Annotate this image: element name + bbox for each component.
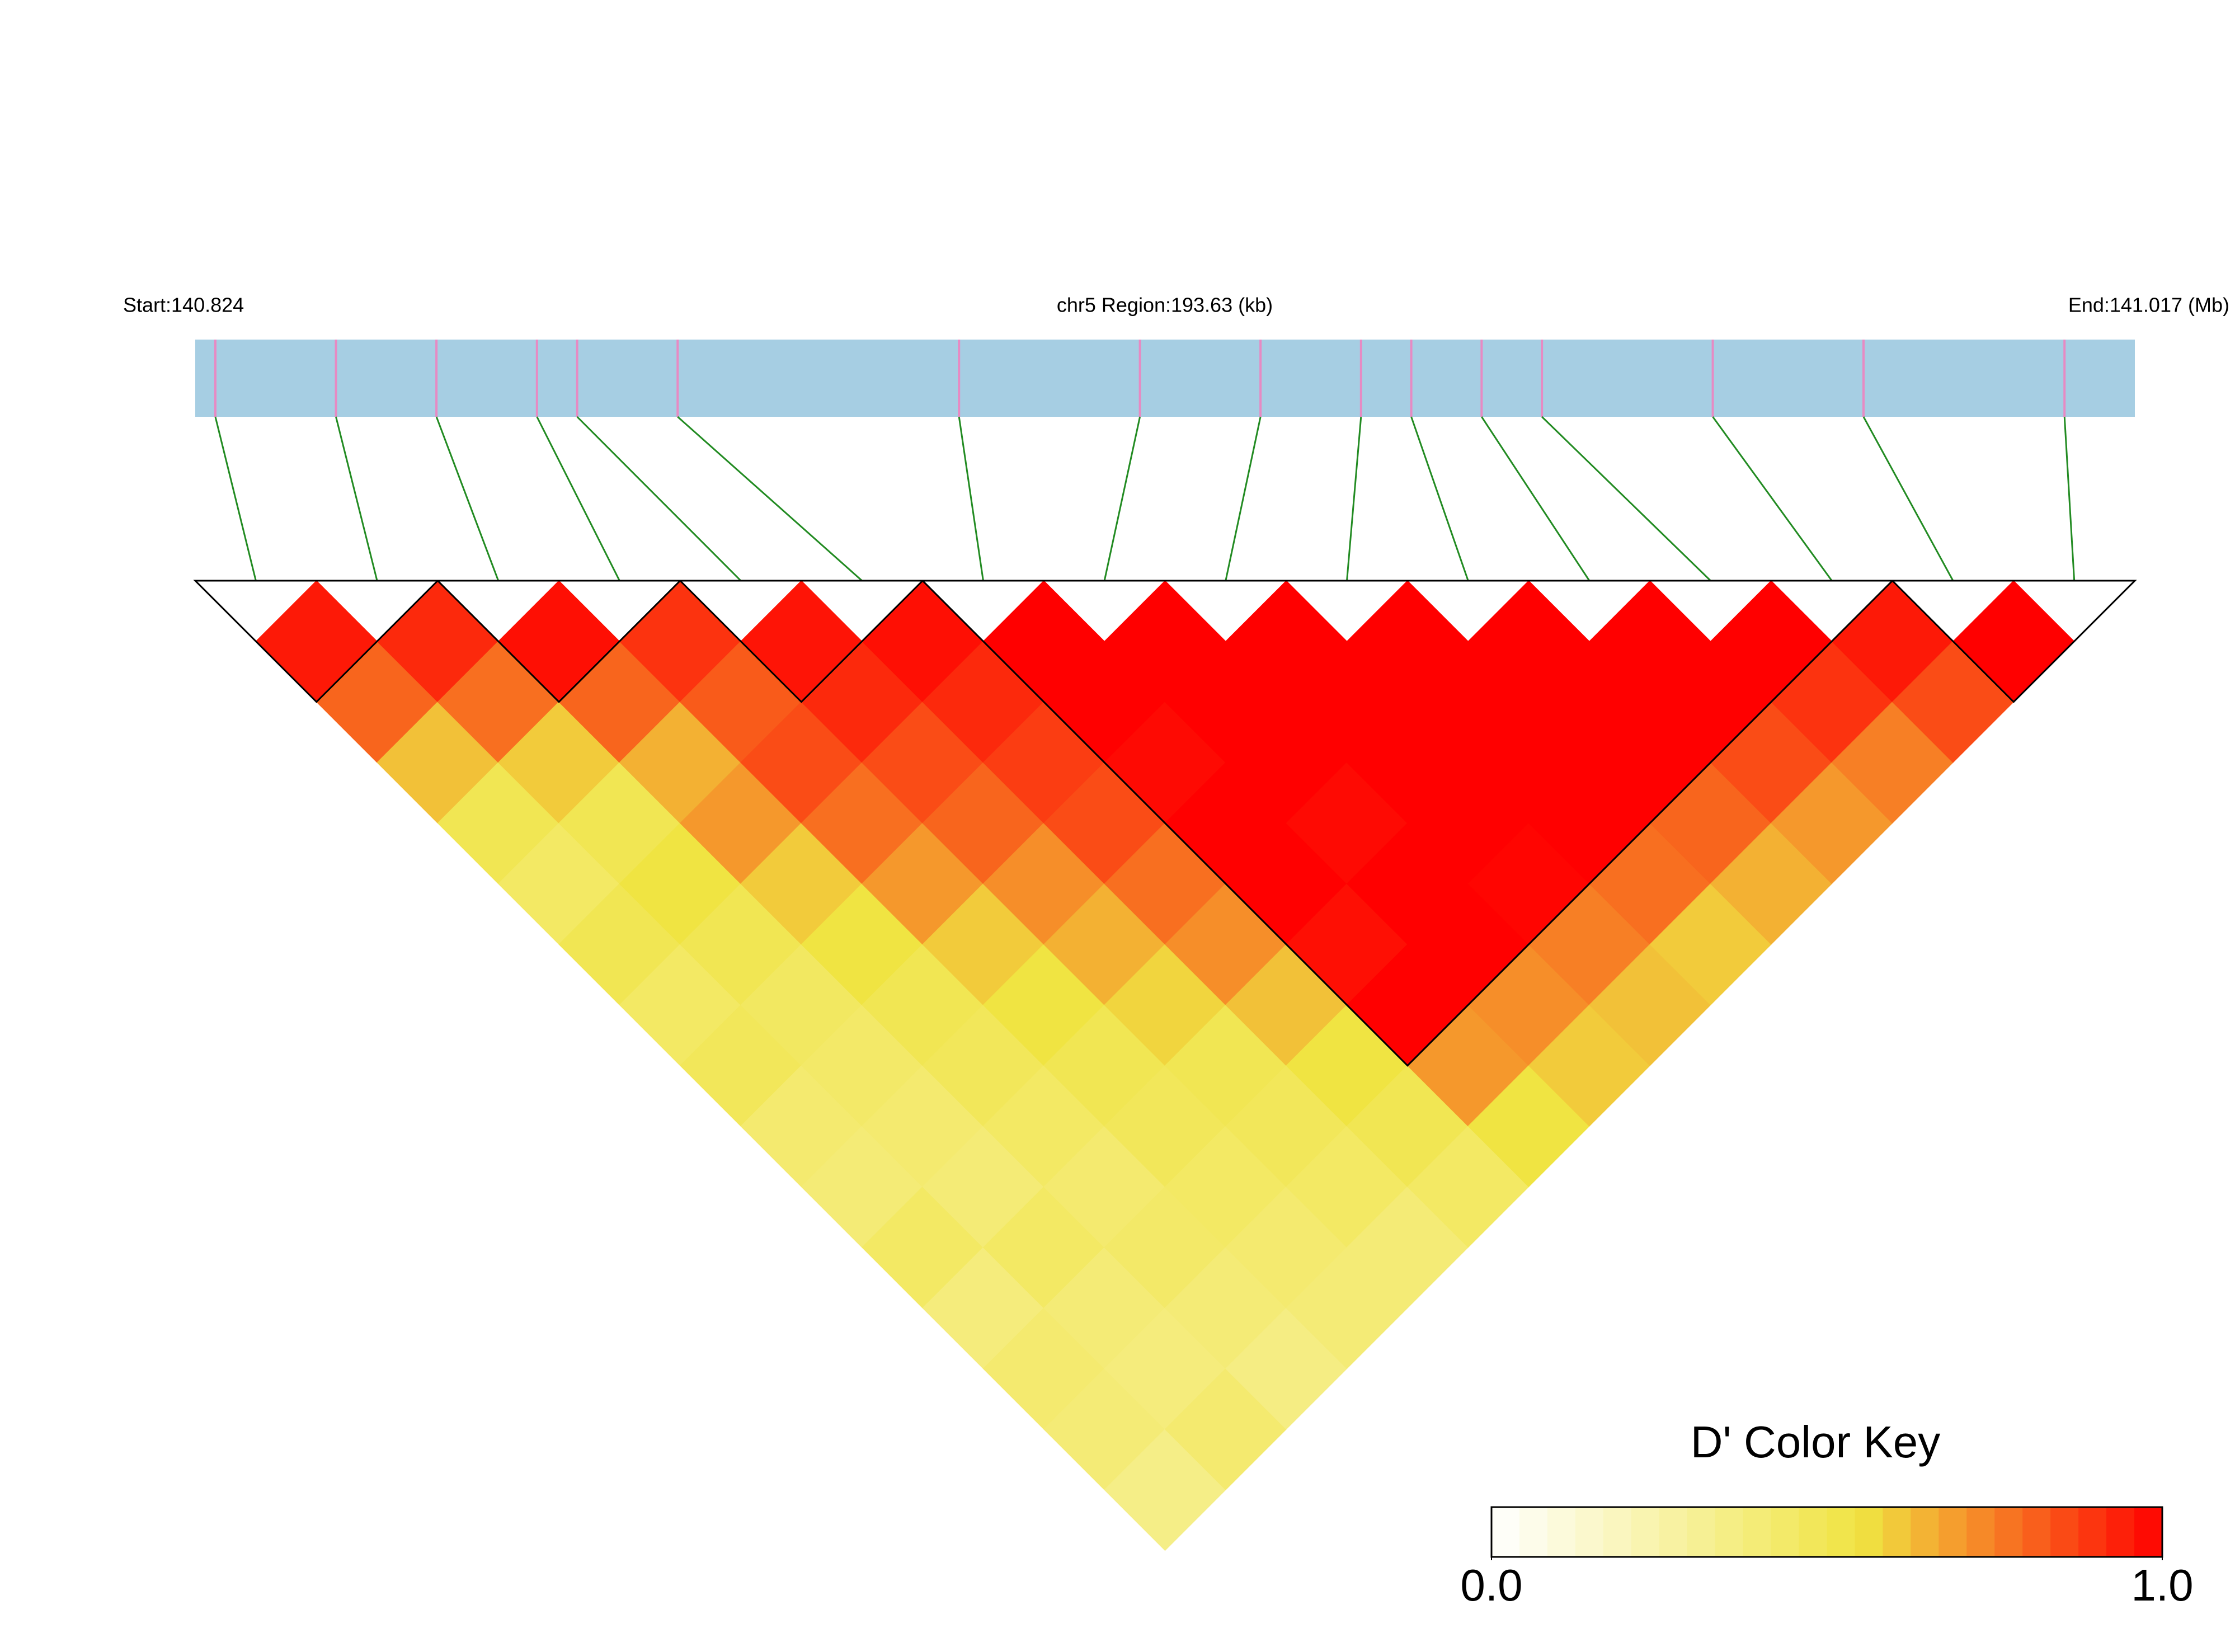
snp-link: [1712, 416, 1833, 581]
snp-band: [195, 340, 2135, 417]
key-swatch: [1547, 1507, 1576, 1557]
key-swatch: [1911, 1507, 1940, 1557]
snp-link: [1541, 416, 1711, 582]
snp-link: [1862, 416, 1954, 581]
key-title: D' Color Key: [1691, 1417, 1941, 1467]
key-swatch: [2106, 1507, 2135, 1557]
snp-link: [2063, 416, 2076, 581]
ld-block: [193, 580, 440, 703]
snp-link: [536, 416, 620, 581]
key-swatch: [1883, 1507, 1912, 1557]
snp-link: [1103, 416, 1141, 581]
snp-link: [1481, 416, 1591, 581]
ld-block: [1890, 580, 2137, 703]
start-label: Start:140.824: [123, 294, 244, 317]
key-swatch: [1631, 1507, 1660, 1557]
snp-link: [576, 416, 742, 582]
region-label: chr5 Region:193.63 (kb): [1057, 294, 1273, 317]
key-swatch: [1799, 1507, 1828, 1557]
key-swatch: [1827, 1507, 1856, 1557]
key-swatch: [1855, 1507, 1884, 1557]
key-tick-label: 1.0: [2131, 1560, 2193, 1610]
key-swatch: [1938, 1507, 1968, 1557]
snp-link: [1225, 416, 1262, 581]
key-frame: [1490, 1506, 2163, 1558]
key-swatch: [1715, 1507, 1744, 1557]
key-swatch: [1966, 1507, 1996, 1557]
key-swatch: [2022, 1507, 2052, 1557]
key-tick-label: 0.0: [1460, 1560, 1522, 1610]
snp-link: [677, 416, 863, 582]
key-swatch: [2050, 1507, 2079, 1557]
key-swatch: [1687, 1507, 1716, 1557]
snp-link: [335, 416, 378, 581]
ld-block: [920, 580, 1895, 1067]
key-swatch: [1771, 1507, 1800, 1557]
key-swatch: [1575, 1507, 1604, 1557]
key-swatch: [2134, 1507, 2163, 1557]
key-swatch: [1994, 1507, 2024, 1557]
key-swatch: [1519, 1507, 1548, 1557]
ld-block: [435, 580, 683, 703]
snp-link: [214, 416, 257, 581]
key-swatch: [1659, 1507, 1688, 1557]
end-label: End:141.017 (Mb): [2068, 294, 2229, 317]
key-swatch: [2078, 1507, 2107, 1557]
snp-link: [1346, 416, 1362, 581]
snp-link: [1410, 416, 1469, 581]
ld-block: [678, 580, 925, 703]
key-swatch: [1491, 1507, 1520, 1557]
snp-link: [435, 416, 500, 581]
key-swatch: [1743, 1507, 1772, 1557]
snp-link: [958, 416, 984, 581]
key-swatch: [1603, 1507, 1632, 1557]
